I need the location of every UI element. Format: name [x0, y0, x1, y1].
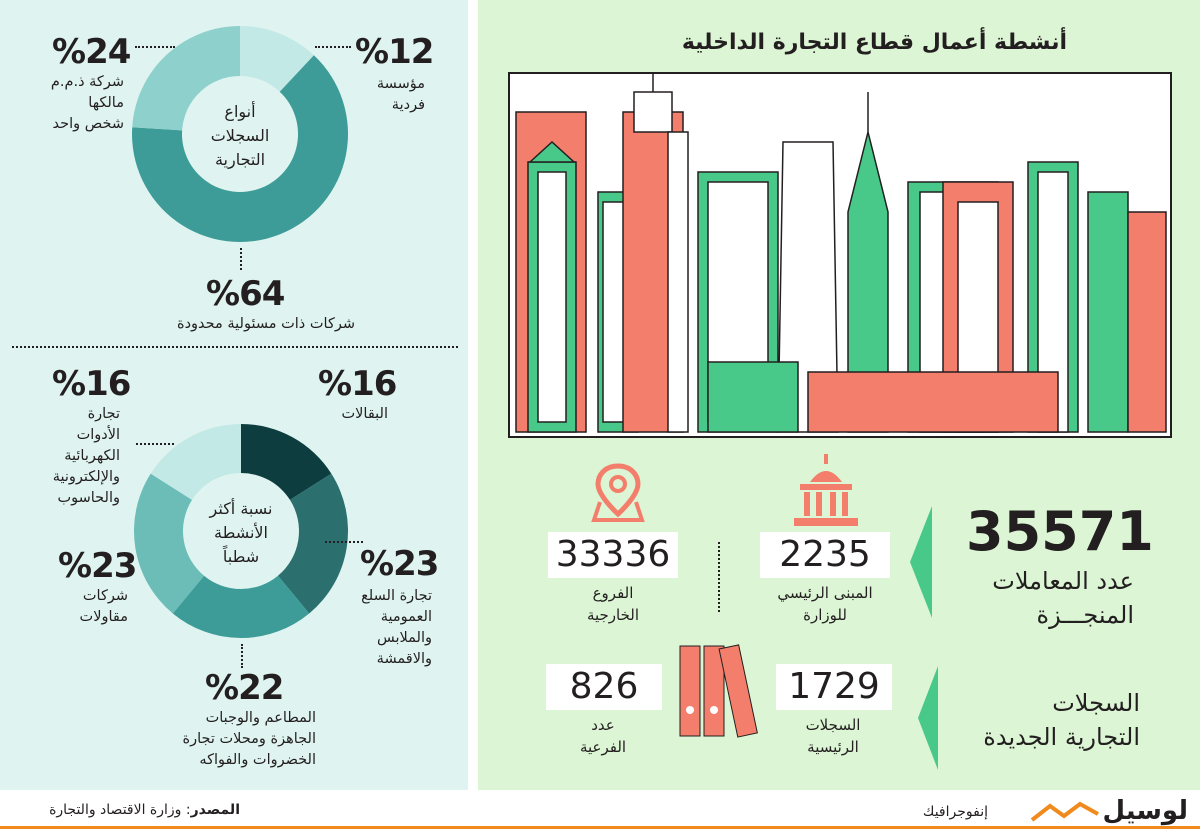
chevron-left-icon — [910, 506, 932, 618]
branches-label: الفروع الخارجية — [586, 584, 640, 624]
donut1-center-label: أنواع السجلات التجارية — [210, 102, 270, 169]
source-label: المصدر — [190, 802, 240, 818]
slice-label-text: شركات مقاولات — [79, 588, 128, 625]
slice-label-text: شركة ذ.م.م مالكها شخص واحد — [50, 74, 124, 132]
transactions-label: عدد المعاملات المنجـــزة — [992, 567, 1134, 629]
branches-value: 33336 — [548, 532, 678, 578]
slice-label-pct: %23 — [58, 546, 137, 586]
slice-label-pct: %23 — [360, 544, 439, 584]
slice-label-pct: %16 — [318, 364, 397, 404]
slice-label-text: تجارة الأدوات الكهربائية والإلكترونية وا… — [52, 406, 120, 506]
donut-slice — [150, 424, 241, 500]
brand-mark-icon — [1030, 801, 1099, 822]
slice-label-text: تجارة السلع العمومية والملابس والاقمشة — [361, 588, 432, 667]
government-building-icon — [794, 454, 858, 526]
donut-slice — [172, 575, 310, 638]
donut-chart-deregistered-activities — [134, 424, 348, 638]
slice-label-pct: %24 — [52, 32, 131, 72]
donut-slice — [241, 424, 332, 500]
slice-label-text: البقالات — [341, 406, 389, 422]
source-text: المصدر: وزارة الاقتصاد والتجارة — [49, 802, 240, 818]
binders-icon — [679, 644, 758, 738]
leader-line — [315, 46, 351, 48]
donut-slice — [132, 26, 240, 131]
new-records-label: السجلات التجارية الجديدة — [983, 689, 1140, 751]
slice-label-text: المطاعم والوجبات الجاهزة ومحلات تجارة ال… — [182, 710, 316, 768]
slice-label-text: مؤسسة فردية — [376, 76, 425, 113]
donut2-center-label: نسبة أكثر الأنشطة شطباً — [209, 499, 273, 566]
main-records-label: السجلات الرئيسية — [805, 716, 861, 756]
main-records-value: 1729 — [776, 664, 892, 710]
slice-label-pct: %12 — [355, 32, 434, 72]
brand-logo: لوسيل — [1102, 796, 1188, 826]
leader-line — [325, 541, 363, 543]
leader-line — [241, 644, 243, 668]
footer — [0, 793, 1200, 840]
donut-chart-record-types — [132, 26, 348, 243]
footer-accent-line — [0, 826, 1200, 829]
page-title: أنشطة أعمال قطاع التجارة الداخلية — [681, 30, 1067, 55]
leader-line — [135, 46, 175, 48]
slice-label-pct: %16 — [52, 364, 131, 404]
main-building-value: 2235 — [760, 532, 890, 578]
section-divider — [12, 346, 458, 348]
transactions-value: 35571 — [966, 500, 1154, 563]
chevron-left-icon — [918, 666, 938, 770]
donut-slice — [132, 55, 348, 243]
leader-line — [136, 443, 174, 445]
map-pin-icon — [591, 463, 645, 522]
main-building-label: المبنى الرئيسي للوزارة — [777, 584, 873, 624]
slice-label-pct: %22 — [205, 668, 284, 708]
sub-records-value: 826 — [546, 664, 662, 710]
donut-slice — [240, 26, 314, 92]
slice-label-text: شركات ذات مسئولية محدودة — [176, 316, 355, 332]
city-skyline-illustration — [508, 72, 1172, 438]
leader-line — [240, 248, 242, 270]
divider — [718, 542, 720, 612]
sub-records-label: عدد الفرعية — [579, 716, 627, 756]
donut-slice — [134, 473, 205, 614]
slice-label-pct: %64 — [206, 274, 285, 314]
donut-slice — [277, 473, 348, 614]
left-panel — [0, 0, 468, 790]
source-value: : وزارة الاقتصاد والتجارة — [49, 802, 191, 818]
brand-subtitle: إنفوجرافيك — [922, 804, 988, 820]
